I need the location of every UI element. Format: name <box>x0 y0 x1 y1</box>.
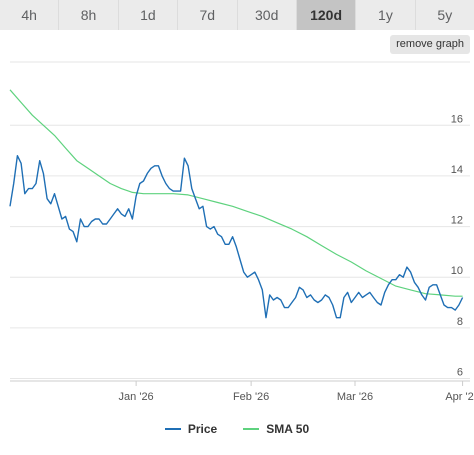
x-tick-label: Jan '26 <box>119 391 154 403</box>
x-tick-label: Mar '26 <box>337 391 373 403</box>
sma-50-line <box>9 89 463 297</box>
y-tick-label: 12 <box>451 215 463 227</box>
legend-item-sma[interactable]: SMA 50 <box>243 422 309 436</box>
range-tab-4h[interactable]: 4h <box>0 0 60 30</box>
legend-swatch-sma <box>243 428 260 430</box>
y-tick-label: 14 <box>451 164 463 176</box>
range-tab-1d[interactable]: 1d <box>118 0 179 30</box>
range-tab-5y[interactable]: 5y <box>415 0 474 30</box>
legend-swatch-price <box>164 428 181 430</box>
remove-graph-button[interactable]: remove graph <box>390 35 470 54</box>
x-tick-label: Feb '26 <box>233 391 269 403</box>
time-range-tabs: 4h 8h 1d 7d 30d 120d 1y 5y <box>0 0 474 30</box>
legend-label-price: Price <box>187 422 218 436</box>
price-line <box>9 155 464 319</box>
range-tab-120d[interactable]: 120d <box>296 0 357 30</box>
range-tab-7d[interactable]: 7d <box>178 0 238 30</box>
legend-label-sma: SMA 50 <box>266 422 310 436</box>
legend-item-price[interactable]: Price <box>164 422 218 436</box>
x-tick-label: Apr '26 <box>445 391 474 403</box>
range-tab-8h[interactable]: 8h <box>59 0 119 30</box>
y-tick-label: 8 <box>457 316 463 328</box>
range-tab-1y[interactable]: 1y <box>356 0 416 30</box>
y-tick-label: 6 <box>457 366 463 378</box>
y-tick-label: 16 <box>451 113 463 125</box>
chart-legend: Price SMA 50 <box>0 420 474 438</box>
y-tick-label: 10 <box>451 265 463 277</box>
range-tab-30d[interactable]: 30d <box>237 0 297 30</box>
